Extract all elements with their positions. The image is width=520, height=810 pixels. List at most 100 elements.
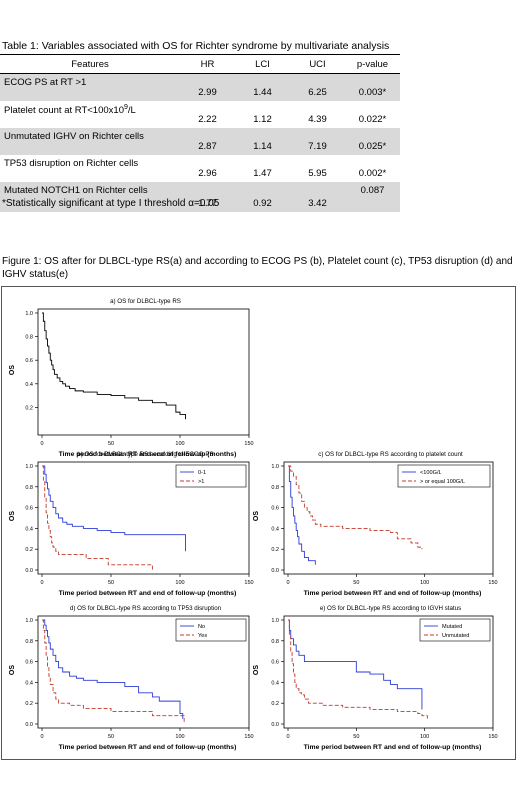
km-panel: c) OS for DLBCL-type RS according to pla… <box>253 451 498 597</box>
hr-cell: 2.22 <box>198 114 217 125</box>
uci-cell: 5.95 <box>308 168 327 179</box>
plot-frame <box>283 461 494 575</box>
results-table: Features HR LCI UCI p-value ECOG PS at R… <box>0 54 400 212</box>
uci-cell: 7.19 <box>290 128 345 155</box>
table-row: TP53 disruption on Richter cells 2.96 1.… <box>0 155 400 182</box>
x-tick-label: 0 <box>40 580 43 586</box>
hr-cell: 2.99 <box>180 73 235 101</box>
table-row: Mutated NOTCH1 on Richter cells 1.77 0.9… <box>0 182 400 212</box>
legend-label: Mutated <box>442 624 462 630</box>
y-tick-label: 0.4 <box>25 526 33 532</box>
lci-cell: 1.44 <box>235 73 290 101</box>
legend-label: 0-1 <box>198 470 206 476</box>
legend-label: No <box>198 624 205 630</box>
p-value-cell: 0.022* <box>358 114 387 125</box>
header-p-value: p-value <box>345 54 400 74</box>
survival-curve <box>42 619 185 724</box>
y-tick-label: 0.6 <box>25 660 33 666</box>
lci-cell: 1.14 <box>235 128 290 155</box>
x-axis-label: Time period between RT and end of follow… <box>59 744 237 751</box>
feature-cell: Mutated NOTCH1 on Richter cells <box>0 182 180 212</box>
header-hr: HR <box>180 54 235 74</box>
y-tick-label: 1.0 <box>25 464 33 470</box>
feature-unit: /L <box>127 105 136 117</box>
table-row: Platelet count at RT<100x109/L 2.22 1.12… <box>0 101 400 128</box>
table-header-row: Features HR LCI UCI p-value <box>0 54 400 74</box>
x-tick-label: 50 <box>108 441 114 447</box>
y-tick-label: 0.2 <box>271 547 279 553</box>
feature-superscript: 9 <box>123 104 128 111</box>
y-tick-label: 1.0 <box>25 311 33 317</box>
x-tick-label: 50 <box>353 734 359 740</box>
y-tick-label: 0.0 <box>271 722 279 728</box>
y-tick-label: 0.8 <box>25 335 33 341</box>
km-panel: a) OS for DLBCL-type RS 0.2 0.4 0.6 0.8 1.0 0 5… <box>9 298 254 458</box>
lci-cell: 1.12 <box>253 114 272 125</box>
y-tick-label: 0.8 <box>271 639 279 645</box>
uci-cell: 3.42 <box>290 182 345 212</box>
y-tick-label: 0.4 <box>271 680 279 686</box>
y-tick-label: 1.0 <box>271 464 279 470</box>
plot-frame <box>37 461 250 575</box>
y-tick-label: 0.4 <box>25 382 33 388</box>
y-tick-label: 0.8 <box>25 485 33 491</box>
y-axis-label: OS <box>9 511 16 521</box>
y-axis-label: OS <box>9 365 16 375</box>
figure-caption: Figure 1: OS after for DLBCL-type RS(a) … <box>2 256 513 280</box>
x-tick-label: 100 <box>420 580 429 586</box>
header-features: Features <box>0 54 180 74</box>
y-tick-label: 0.2 <box>25 405 33 411</box>
x-tick-label: 150 <box>488 580 497 586</box>
lci-cell: 0.92 <box>235 182 290 212</box>
x-tick-label: 100 <box>175 580 184 586</box>
survival-curve <box>288 619 428 719</box>
y-tick-label: 0.4 <box>25 680 33 686</box>
y-tick-label: 1.0 <box>25 618 33 624</box>
p-value-cell: 0.002* <box>358 168 387 179</box>
x-tick-label: 150 <box>244 441 253 447</box>
feature-cell: Platelet count at RT<100x109/L <box>0 101 180 128</box>
legend-label: <100G/L <box>420 470 442 476</box>
legend-box <box>175 464 247 488</box>
legend-box <box>397 464 491 488</box>
y-tick-label: 0.0 <box>25 568 33 574</box>
hr-cell: 2.87 <box>180 128 235 155</box>
x-tick-label: 50 <box>353 580 359 586</box>
legend-label: Yes <box>198 633 207 639</box>
y-tick-label: 0.0 <box>25 722 33 728</box>
table-row: Unmutated IGHV on Richter cells 2.87 1.1… <box>0 128 400 155</box>
feature-cell: ECOG PS at RT >1 <box>0 73 180 101</box>
y-tick-label: 0.4 <box>271 526 279 532</box>
hr-cell: 1.77 <box>180 182 235 212</box>
km-figure: a) OS for DLBCL-type RS 0.2 0.4 0.6 0.8 1.0 0 5… <box>9 298 498 751</box>
table-row: ECOG PS at RT >1 2.99 1.44 6.25 0.003* <box>0 73 400 101</box>
km-panel: e) OS for DLBCL-type RS according to IGV… <box>253 605 498 751</box>
km-panel: b) OS for DLBCL-type RS according to ECO… <box>9 451 254 597</box>
y-tick-label: 0.2 <box>271 701 279 707</box>
y-tick-label: 1.0 <box>271 618 279 624</box>
y-tick-label: 0.2 <box>25 547 33 553</box>
x-tick-label: 0 <box>40 734 43 740</box>
panel-title: d) OS for DLBCL-type RS according to TP5… <box>70 605 222 612</box>
y-tick-label: 0.8 <box>25 639 33 645</box>
legend-box <box>175 618 247 642</box>
figure-frame <box>1 286 516 760</box>
x-axis-label: Time period between RT and end of follow… <box>59 590 237 597</box>
x-tick-label: 150 <box>244 734 253 740</box>
x-axis-label: Time period between RT and end of follow… <box>304 744 482 751</box>
panel-title: b) OS for DLBCL-type RS according to ECO… <box>77 451 213 458</box>
x-tick-label: 150 <box>244 580 253 586</box>
x-tick-label: 50 <box>108 580 114 586</box>
plot-frame <box>37 615 250 729</box>
survival-curve <box>288 619 423 710</box>
survival-curve <box>42 465 153 570</box>
legend-label: Unmutated <box>442 633 469 639</box>
panel-title: a) OS for DLBCL-type RS <box>110 298 181 305</box>
y-axis-label: OS <box>9 665 16 675</box>
survival-curve <box>288 465 423 550</box>
y-tick-label: 0.6 <box>271 660 279 666</box>
x-tick-label: 100 <box>175 734 184 740</box>
survival-curve <box>42 465 186 552</box>
y-tick-label: 0.6 <box>271 506 279 512</box>
legend-label: >1 <box>198 479 204 485</box>
